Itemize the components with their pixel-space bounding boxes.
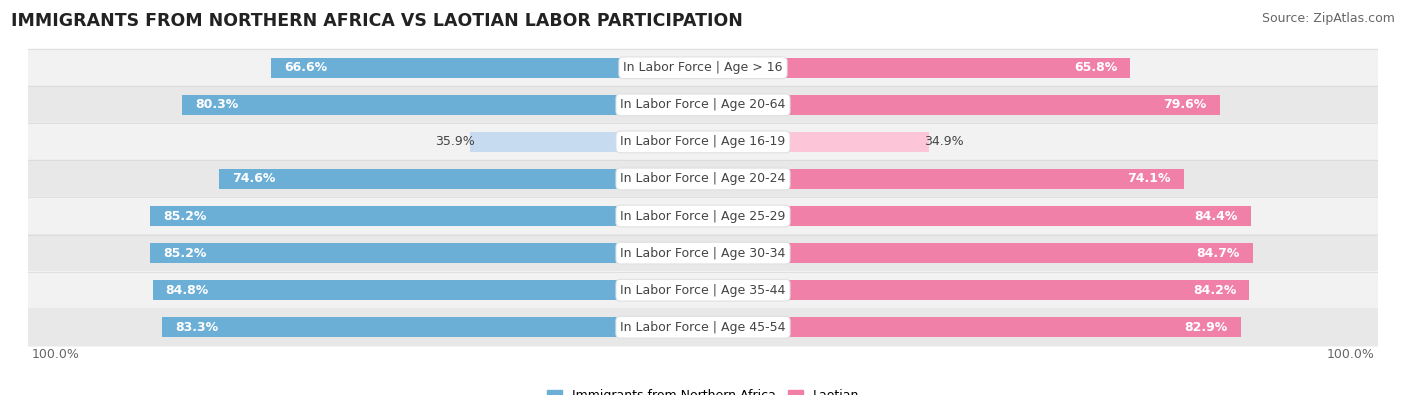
Text: 35.9%: 35.9% <box>436 135 475 149</box>
Bar <box>150 206 703 226</box>
Bar <box>703 280 1250 300</box>
Bar <box>703 206 1251 226</box>
Text: 66.6%: 66.6% <box>284 61 328 74</box>
FancyBboxPatch shape <box>21 308 1385 346</box>
Text: In Labor Force | Age 45-54: In Labor Force | Age 45-54 <box>620 321 786 334</box>
Text: 84.7%: 84.7% <box>1197 246 1240 260</box>
Bar <box>271 58 703 78</box>
Bar <box>470 132 703 152</box>
Text: 65.8%: 65.8% <box>1074 61 1116 74</box>
Text: 74.6%: 74.6% <box>232 173 276 186</box>
Bar <box>150 243 703 263</box>
Legend: Immigrants from Northern Africa, Laotian: Immigrants from Northern Africa, Laotian <box>541 384 865 395</box>
Text: 84.4%: 84.4% <box>1194 209 1237 222</box>
Text: 82.9%: 82.9% <box>1185 321 1227 334</box>
FancyBboxPatch shape <box>21 160 1385 198</box>
Bar <box>181 95 703 115</box>
Text: 100.0%: 100.0% <box>1327 348 1375 361</box>
Text: 79.6%: 79.6% <box>1163 98 1206 111</box>
FancyBboxPatch shape <box>21 122 1385 161</box>
Bar <box>703 132 929 152</box>
Bar <box>219 169 703 189</box>
Text: 83.3%: 83.3% <box>176 321 218 334</box>
Bar <box>703 58 1130 78</box>
Text: 74.1%: 74.1% <box>1128 173 1171 186</box>
Text: 85.2%: 85.2% <box>163 246 207 260</box>
Bar <box>153 280 703 300</box>
FancyBboxPatch shape <box>21 49 1385 87</box>
Text: In Labor Force | Age 30-34: In Labor Force | Age 30-34 <box>620 246 786 260</box>
Text: In Labor Force | Age 20-24: In Labor Force | Age 20-24 <box>620 173 786 186</box>
Bar <box>163 317 703 337</box>
Bar <box>703 317 1241 337</box>
Text: In Labor Force | Age > 16: In Labor Force | Age > 16 <box>623 61 783 74</box>
Text: 85.2%: 85.2% <box>163 209 207 222</box>
FancyBboxPatch shape <box>21 197 1385 235</box>
Bar <box>703 95 1219 115</box>
Text: In Labor Force | Age 20-64: In Labor Force | Age 20-64 <box>620 98 786 111</box>
Text: 84.2%: 84.2% <box>1194 284 1236 297</box>
Text: In Labor Force | Age 35-44: In Labor Force | Age 35-44 <box>620 284 786 297</box>
Text: 100.0%: 100.0% <box>31 348 79 361</box>
Text: 34.9%: 34.9% <box>924 135 965 149</box>
FancyBboxPatch shape <box>21 271 1385 309</box>
FancyBboxPatch shape <box>21 234 1385 273</box>
FancyBboxPatch shape <box>21 86 1385 124</box>
Bar <box>703 243 1253 263</box>
Text: 84.8%: 84.8% <box>166 284 209 297</box>
Text: 80.3%: 80.3% <box>195 98 238 111</box>
Bar <box>703 169 1184 189</box>
Text: Source: ZipAtlas.com: Source: ZipAtlas.com <box>1261 12 1395 25</box>
Text: IMMIGRANTS FROM NORTHERN AFRICA VS LAOTIAN LABOR PARTICIPATION: IMMIGRANTS FROM NORTHERN AFRICA VS LAOTI… <box>11 12 744 30</box>
Text: In Labor Force | Age 16-19: In Labor Force | Age 16-19 <box>620 135 786 149</box>
Text: In Labor Force | Age 25-29: In Labor Force | Age 25-29 <box>620 209 786 222</box>
